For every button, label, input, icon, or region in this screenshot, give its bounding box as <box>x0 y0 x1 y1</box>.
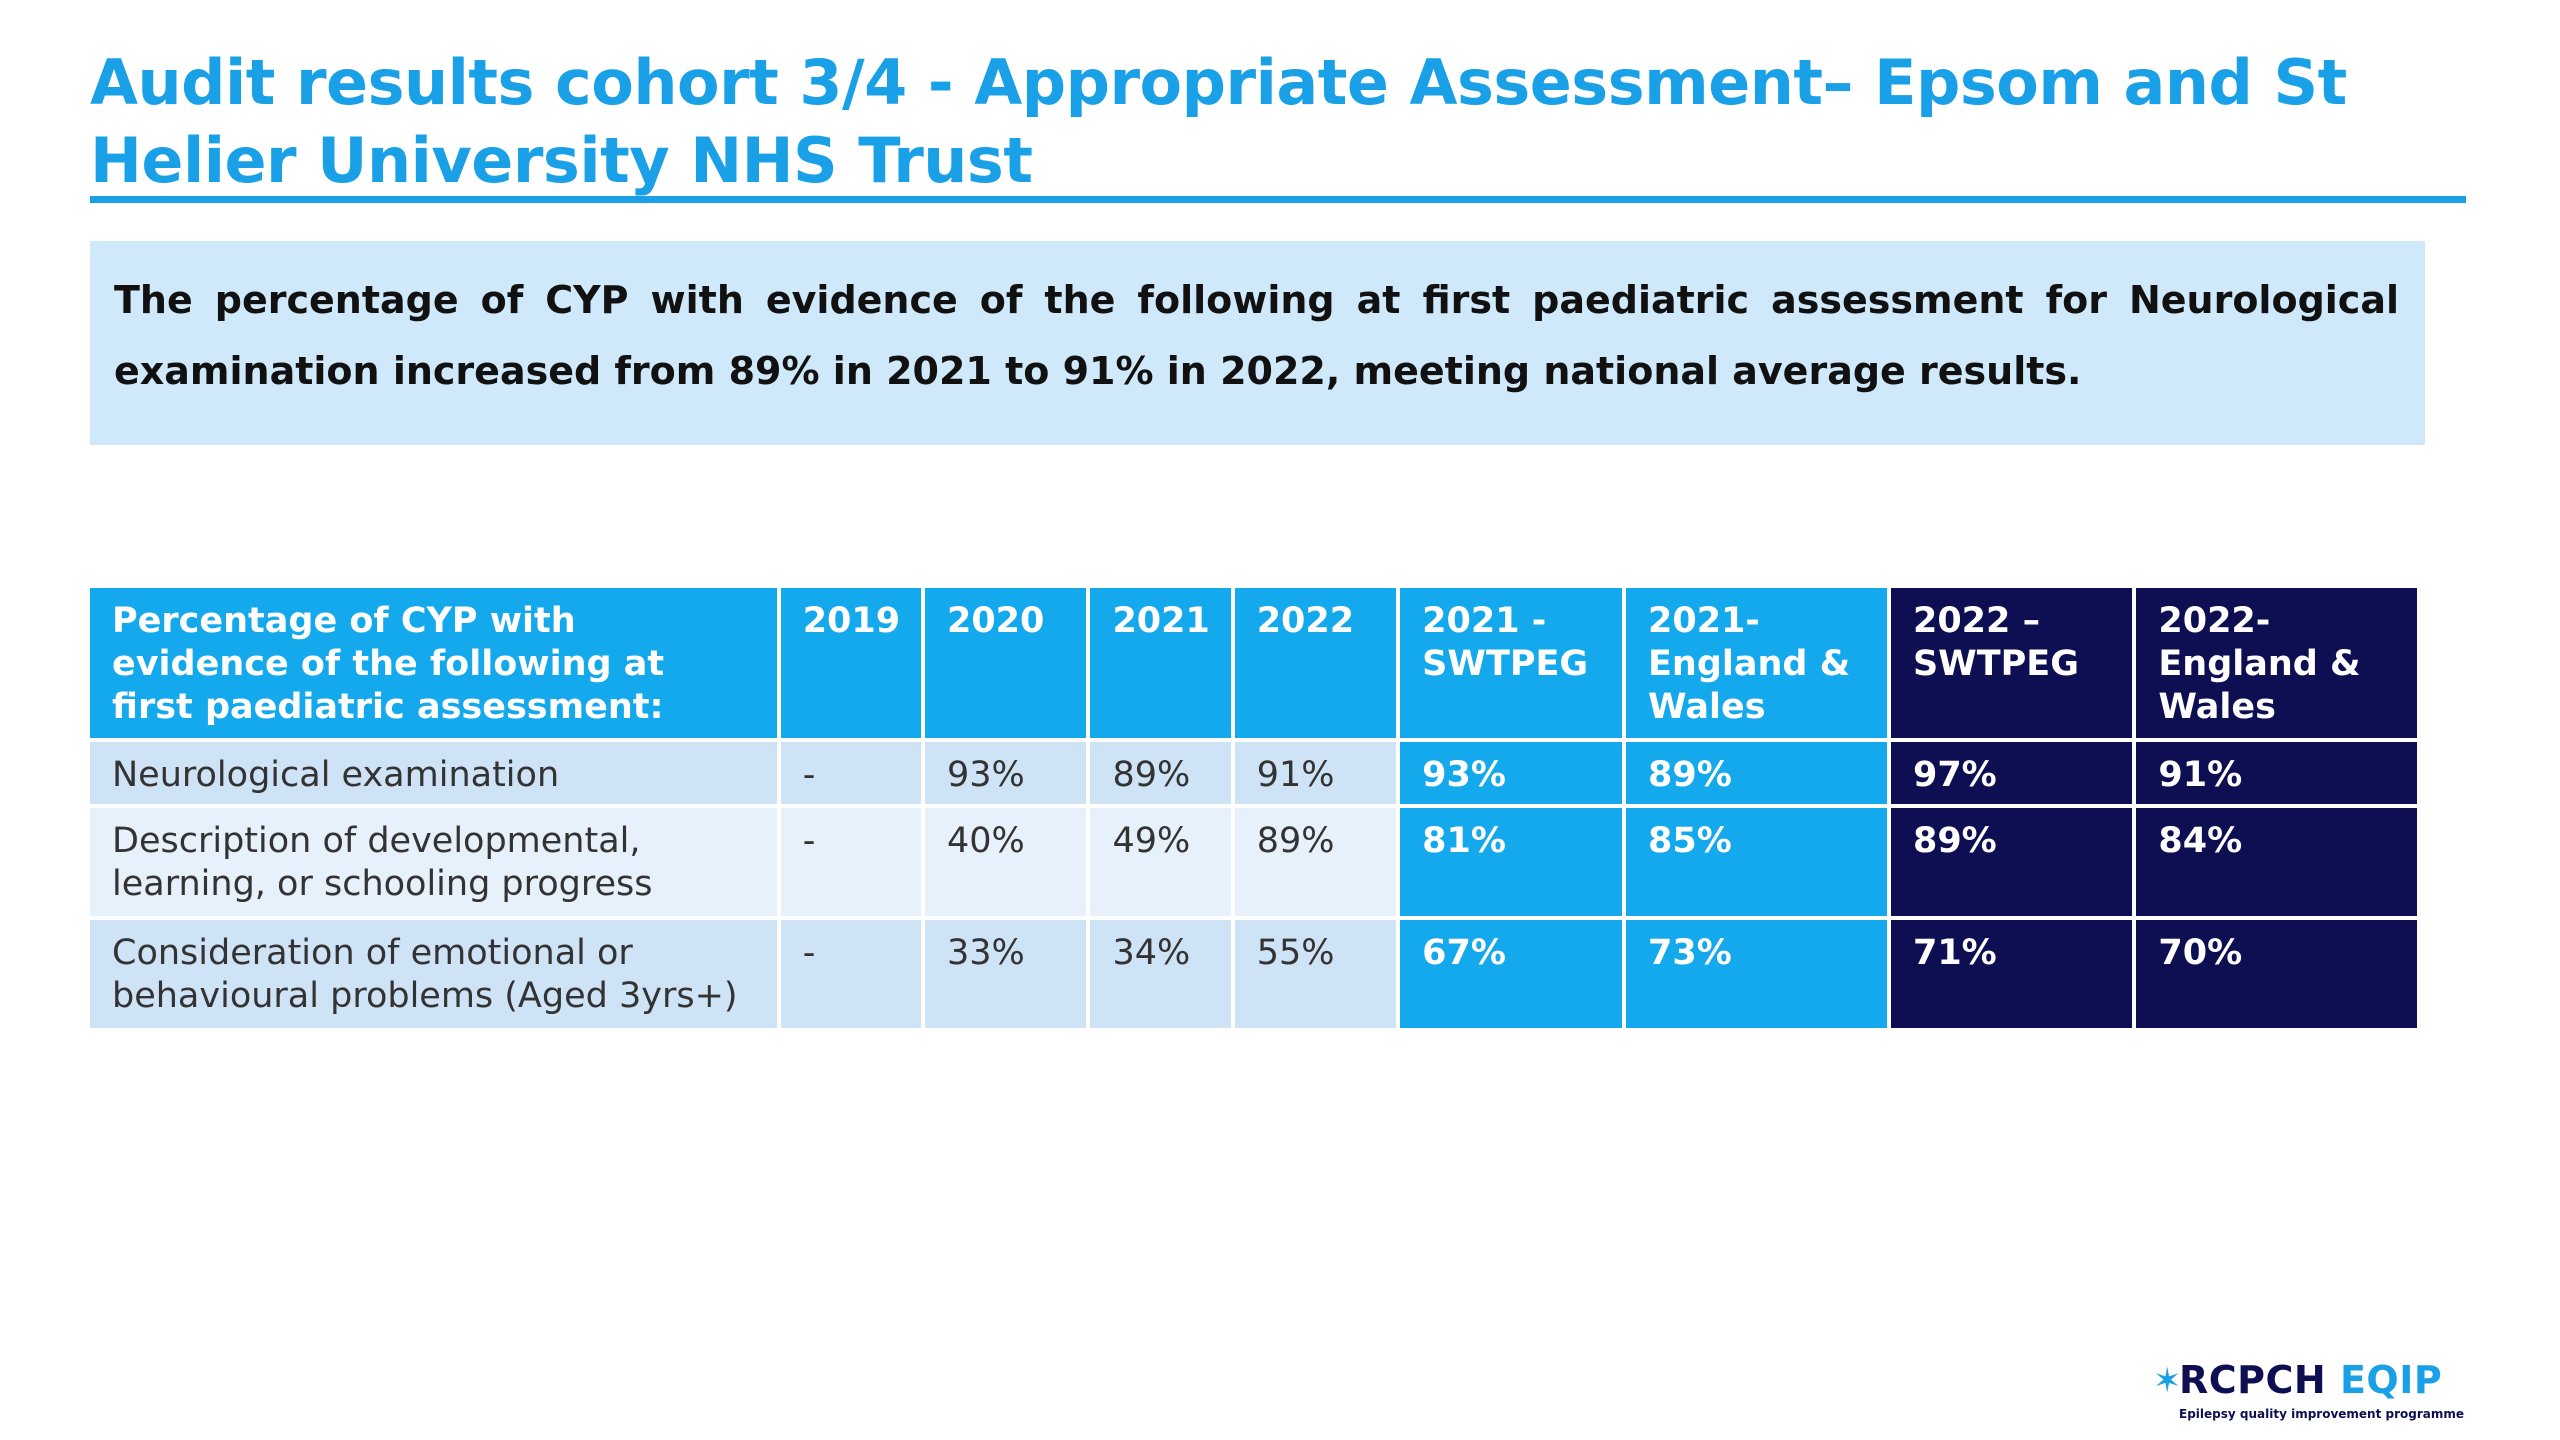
cell-2019: - <box>780 920 921 1028</box>
header-2019: 2019 <box>780 588 921 738</box>
logo-tagline: Epilepsy quality improvement programme <box>2179 1407 2465 1421</box>
cell-2021-england-wales: 85% <box>1626 808 1887 916</box>
cell-2022-swtpeg: 89% <box>1890 808 2133 916</box>
page-title: Audit results cohort 3/4 - Appropriate A… <box>90 46 2347 197</box>
cell-2021: 49% <box>1090 808 1231 916</box>
header-2021: 2021 <box>1090 588 1231 738</box>
cell-2022-england-wales: 84% <box>2136 808 2417 916</box>
title-underline <box>90 196 2466 203</box>
cell-2022-england-wales: 70% <box>2136 920 2417 1028</box>
header-2022-england-wales: 2022- England & Wales <box>2136 588 2417 738</box>
logo-brand: RCPCH <box>2179 1358 2327 1402</box>
header-2021-swtpeg: 2021 - SWTPEG <box>1400 588 1622 738</box>
star-icon: ✶ <box>2153 1361 2182 1401</box>
logo-wordmark: RCPCH EQIP <box>2179 1358 2442 1402</box>
cell-2019: - <box>780 808 921 916</box>
row-label: Neurological examination <box>90 742 777 804</box>
cell-2020: 93% <box>924 742 1087 804</box>
cell-2022-swtpeg: 97% <box>1890 742 2133 804</box>
header-2020: 2020 <box>924 588 1087 738</box>
rcpch-eqip-logo: ✶ RCPCH EQIP Epilepsy quality improvemen… <box>2153 1355 2483 1427</box>
cell-2021-swtpeg: 67% <box>1400 920 1622 1028</box>
cell-2021-swtpeg: 81% <box>1400 808 1622 916</box>
cell-2019: - <box>780 742 921 804</box>
header-2022-swtpeg: 2022 – SWTPEG <box>1890 588 2133 738</box>
cell-2021-england-wales: 89% <box>1626 742 1887 804</box>
header-2021-england-wales: 2021- England & Wales <box>1626 588 1887 738</box>
cell-2020: 40% <box>924 808 1087 916</box>
cell-2022: 55% <box>1234 920 1397 1028</box>
logo-product: EQIP <box>2339 1358 2443 1402</box>
header-measure: Percentage of CYP with evidence of the f… <box>90 588 777 738</box>
table-header-row: Percentage of CYP with evidence of the f… <box>90 588 2417 738</box>
cell-2020: 33% <box>924 920 1087 1028</box>
row-label: Description of developmental, learning, … <box>90 808 777 916</box>
table-row: Neurological examination - 93% 89% 91% 9… <box>90 742 2417 804</box>
summary-box: The percentage of CYP with evidence of t… <box>90 241 2425 445</box>
cell-2022: 91% <box>1234 742 1397 804</box>
row-label: Consideration of emotional or behavioura… <box>90 920 777 1028</box>
cell-2021-england-wales: 73% <box>1626 920 1887 1028</box>
cell-2021: 89% <box>1090 742 1231 804</box>
header-2022: 2022 <box>1234 588 1397 738</box>
results-table: Percentage of CYP with evidence of the f… <box>86 584 2421 1032</box>
cell-2022-swtpeg: 71% <box>1890 920 2133 1028</box>
table-row: Consideration of emotional or behavioura… <box>90 920 2417 1028</box>
cell-2021-swtpeg: 93% <box>1400 742 1622 804</box>
table-row: Description of developmental, learning, … <box>90 808 2417 916</box>
summary-text: The percentage of CYP with evidence of t… <box>114 278 2399 393</box>
cell-2022-england-wales: 91% <box>2136 742 2417 804</box>
cell-2021: 34% <box>1090 920 1231 1028</box>
cell-2022: 89% <box>1234 808 1397 916</box>
